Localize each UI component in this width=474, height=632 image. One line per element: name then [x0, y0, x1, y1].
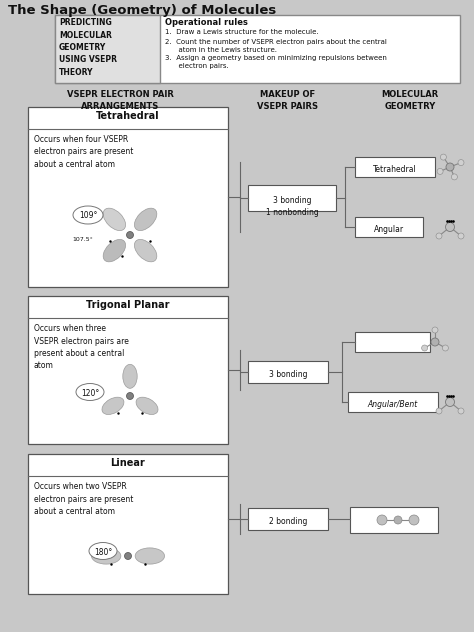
Circle shape — [458, 408, 464, 414]
Text: Occurs when three
VSEPR electron pairs are
present about a central
atom: Occurs when three VSEPR electron pairs a… — [34, 324, 129, 370]
Bar — [55, 15, 160, 83]
Circle shape — [451, 174, 457, 180]
Ellipse shape — [103, 240, 126, 262]
Circle shape — [432, 327, 438, 333]
Circle shape — [446, 163, 454, 171]
Circle shape — [458, 233, 464, 239]
Text: 2 bonding: 2 bonding — [269, 517, 307, 526]
Circle shape — [446, 398, 455, 406]
Text: PREDICTING
MOLECULAR
GEOMETRY
USING VSEPR
THEORY: PREDICTING MOLECULAR GEOMETRY USING VSEP… — [59, 18, 117, 77]
Bar — [28, 296, 228, 444]
Bar — [355, 157, 435, 177]
Bar — [248, 361, 328, 383]
Circle shape — [446, 222, 455, 231]
Bar — [248, 185, 336, 211]
Ellipse shape — [135, 548, 164, 564]
Ellipse shape — [73, 206, 103, 224]
Text: 180°: 180° — [94, 548, 112, 557]
Text: Tetrahedral: Tetrahedral — [373, 165, 417, 174]
Ellipse shape — [136, 397, 158, 415]
Circle shape — [436, 408, 442, 414]
Text: 3 bonding: 3 bonding — [269, 370, 307, 379]
Bar — [355, 332, 430, 352]
Bar — [28, 107, 228, 287]
Ellipse shape — [91, 548, 121, 564]
Text: VSEPR ELECTRON PAIR
ARRANGEMENTS: VSEPR ELECTRON PAIR ARRANGEMENTS — [66, 90, 173, 111]
Ellipse shape — [76, 384, 104, 401]
Circle shape — [377, 515, 387, 525]
Circle shape — [442, 345, 448, 351]
Bar — [248, 508, 328, 530]
Ellipse shape — [103, 208, 126, 231]
Bar — [55, 15, 460, 83]
Circle shape — [431, 338, 439, 346]
Text: Tetrahedral: Tetrahedral — [96, 111, 160, 121]
Text: 107.5°: 107.5° — [72, 237, 93, 242]
Text: Angular: Angular — [374, 225, 404, 234]
Bar — [28, 454, 228, 594]
Text: Operational rules: Operational rules — [165, 18, 248, 27]
Circle shape — [127, 392, 134, 399]
Circle shape — [421, 345, 428, 351]
Text: 2.  Count the number of VSEPR electron pairs about the central
      atom in the: 2. Count the number of VSEPR electron pa… — [165, 39, 387, 52]
Ellipse shape — [123, 364, 137, 388]
Text: 3.  Assign a geometry based on minimizing repulsions between
      electron pair: 3. Assign a geometry based on minimizing… — [165, 55, 387, 69]
Bar — [355, 217, 423, 237]
Text: MAKEUP OF
VSEPR PAIRS: MAKEUP OF VSEPR PAIRS — [257, 90, 319, 111]
Circle shape — [458, 160, 464, 166]
Bar — [348, 392, 438, 412]
Ellipse shape — [135, 208, 157, 231]
Text: 120°: 120° — [81, 389, 99, 398]
Text: 1.  Draw a Lewis structure for the molecule.: 1. Draw a Lewis structure for the molecu… — [165, 29, 319, 35]
Text: Linear: Linear — [110, 458, 146, 468]
Ellipse shape — [135, 240, 157, 262]
Circle shape — [409, 515, 419, 525]
Text: MOLECULAR
GEOMETRY: MOLECULAR GEOMETRY — [382, 90, 438, 111]
Ellipse shape — [89, 542, 117, 559]
Circle shape — [440, 154, 447, 160]
Text: 109°: 109° — [79, 211, 97, 220]
Circle shape — [125, 552, 131, 559]
Text: 3 bonding
1 nonbonding: 3 bonding 1 nonbonding — [265, 196, 319, 217]
Circle shape — [394, 516, 402, 524]
Ellipse shape — [102, 397, 124, 415]
Text: Occurs when four VSEPR
electron pairs are present
about a central atom: Occurs when four VSEPR electron pairs ar… — [34, 135, 133, 169]
Text: Occurs when two VSEPR
electron pairs are present
about a central atom: Occurs when two VSEPR electron pairs are… — [34, 482, 133, 516]
Circle shape — [437, 168, 443, 174]
Bar — [350, 507, 438, 533]
Text: The Shape (Geometry) of Molecules: The Shape (Geometry) of Molecules — [8, 4, 276, 17]
Circle shape — [436, 233, 442, 239]
Circle shape — [127, 231, 134, 238]
Text: Angular/Bent: Angular/Bent — [368, 400, 418, 409]
Text: Trigonal Planar: Trigonal Planar — [86, 300, 170, 310]
